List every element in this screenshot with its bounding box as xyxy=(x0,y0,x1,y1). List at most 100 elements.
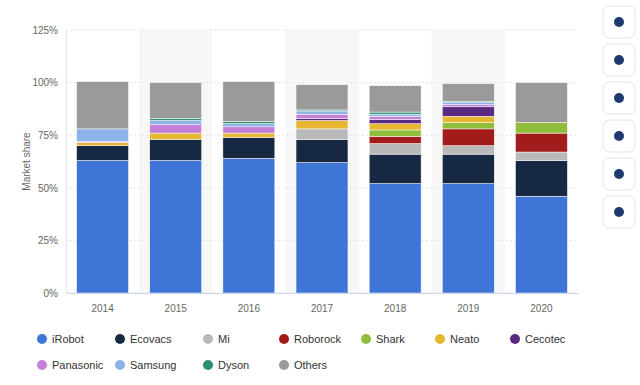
bar-segment[interactable] xyxy=(150,133,202,139)
legend-marker xyxy=(115,360,125,370)
bar-segment[interactable] xyxy=(442,103,494,105)
bar-segment[interactable] xyxy=(369,136,421,143)
legend-label: Ecovacs xyxy=(130,333,172,345)
bar-segment[interactable] xyxy=(296,118,348,120)
legend-marker xyxy=(361,334,371,344)
bar-segment[interactable] xyxy=(150,118,202,120)
toolbar-button[interactable] xyxy=(603,6,635,38)
y-tick: 100% xyxy=(32,77,66,88)
series xyxy=(77,82,568,129)
legend-item[interactable]: Ecovacs xyxy=(115,333,172,345)
legend-item[interactable]: Others xyxy=(279,359,328,371)
bar-segment[interactable] xyxy=(296,139,348,162)
bar-segment[interactable] xyxy=(77,82,129,129)
bar-segment[interactable] xyxy=(223,158,275,293)
bar-segment[interactable] xyxy=(296,163,348,293)
bar-segment[interactable] xyxy=(369,86,421,112)
bar-segment[interactable] xyxy=(442,154,494,183)
bar-segment[interactable] xyxy=(77,143,129,146)
bar-segment[interactable] xyxy=(77,160,129,293)
bar-segment[interactable] xyxy=(515,133,567,152)
bar-segment[interactable] xyxy=(77,142,129,143)
bar-segment[interactable] xyxy=(442,184,494,293)
bar-segment[interactable] xyxy=(442,123,494,129)
button-icon xyxy=(614,207,624,217)
y-tick: 125% xyxy=(32,25,66,36)
bar-segment[interactable] xyxy=(442,146,494,154)
bar-segment[interactable] xyxy=(369,119,421,123)
bar-segment[interactable] xyxy=(369,130,421,136)
button-box xyxy=(603,196,635,228)
legend-marker xyxy=(37,334,47,344)
legend-label: Others xyxy=(294,359,328,371)
bar-segment[interactable] xyxy=(223,133,275,137)
legend-item[interactable]: Samsung xyxy=(115,359,176,371)
bar-segment[interactable] xyxy=(442,84,494,102)
bar-segment[interactable] xyxy=(150,160,202,293)
bar-segment[interactable] xyxy=(150,83,202,119)
button-icon xyxy=(614,131,624,141)
legend-item[interactable]: Cecotec xyxy=(510,333,566,345)
bar-segment[interactable] xyxy=(515,196,567,293)
x-tick: 2017 xyxy=(311,293,334,314)
toolbar-button[interactable] xyxy=(603,196,635,228)
bar-segment[interactable] xyxy=(77,146,129,161)
y-tick-label: 100% xyxy=(32,77,58,88)
bar-segment[interactable] xyxy=(369,114,421,116)
bar-segment[interactable] xyxy=(369,112,421,114)
bar-segment[interactable] xyxy=(223,124,275,127)
y-tick: 50% xyxy=(38,183,66,194)
toolbar-button[interactable] xyxy=(603,82,635,114)
button-icon xyxy=(614,93,624,103)
bar-segment[interactable] xyxy=(442,116,494,122)
legend-label: Shark xyxy=(376,333,405,345)
legend-item[interactable]: Dyson xyxy=(203,359,249,371)
y-tick: 0% xyxy=(44,288,66,299)
bar-segment[interactable] xyxy=(515,83,567,123)
legend-item[interactable]: Neato xyxy=(435,333,479,345)
legend-item[interactable]: iRobot xyxy=(37,333,84,345)
bar-segment[interactable] xyxy=(223,127,275,133)
bar-segment[interactable] xyxy=(296,114,348,118)
bar-segment[interactable] xyxy=(223,122,275,124)
legend-label: Dyson xyxy=(218,359,249,371)
toolbar-button[interactable] xyxy=(603,120,635,152)
bar-segment[interactable] xyxy=(150,125,202,133)
bar-segment[interactable] xyxy=(296,120,348,128)
bar-segment[interactable] xyxy=(369,124,421,130)
bar-segment[interactable] xyxy=(296,85,348,110)
legend-label: Roborock xyxy=(294,333,342,345)
bar-segment[interactable] xyxy=(515,123,567,134)
y-tick-label: 25% xyxy=(38,235,58,246)
bar-segment[interactable] xyxy=(77,129,129,142)
bar-segment[interactable] xyxy=(369,144,421,155)
bar-segment[interactable] xyxy=(442,107,494,116)
legend-item[interactable]: Panasonic xyxy=(37,359,104,371)
bar-segment[interactable] xyxy=(223,137,275,158)
bar-segment[interactable] xyxy=(296,129,348,140)
button-box xyxy=(603,82,635,114)
bar-segment[interactable] xyxy=(442,105,494,107)
y-axis-line xyxy=(66,31,67,294)
toolbar-button[interactable] xyxy=(603,158,635,190)
toolbar-button[interactable] xyxy=(603,44,635,76)
bar-segment[interactable] xyxy=(223,82,275,122)
bar-segment[interactable] xyxy=(150,120,202,124)
legend-label: Mi xyxy=(218,333,230,345)
bar-segment[interactable] xyxy=(369,184,421,293)
bar-segment[interactable] xyxy=(442,129,494,146)
x-axis-line xyxy=(67,293,579,294)
bar-segment[interactable] xyxy=(515,152,567,160)
legend-item[interactable]: Roborock xyxy=(279,333,342,345)
bar-segment[interactable] xyxy=(369,116,421,119)
bar-segment[interactable] xyxy=(369,154,421,183)
legend-item[interactable]: Mi xyxy=(203,333,230,345)
button-box xyxy=(603,6,635,38)
x-tick-label: 2017 xyxy=(311,303,334,314)
legend-marker xyxy=(279,360,289,370)
bar-segment[interactable] xyxy=(296,111,348,114)
bar-segment[interactable] xyxy=(515,160,567,196)
button-box xyxy=(603,44,635,76)
legend-item[interactable]: Shark xyxy=(361,333,405,345)
bar-segment[interactable] xyxy=(150,139,202,160)
